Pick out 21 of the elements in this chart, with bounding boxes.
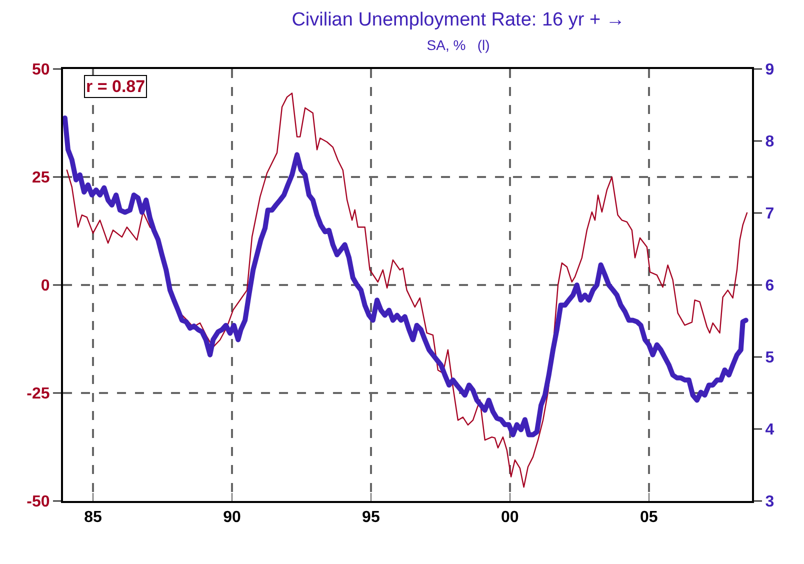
x-tick-label: 95 [362,509,380,526]
y2-tick-label: 6 [765,278,774,295]
y-tick-label: -25 [26,386,50,403]
x-tick-label: 05 [640,509,658,526]
y2-tick-label: 3 [765,494,774,511]
chart-title: Civilian Unemployment Rate: 16 yr + → [292,9,625,30]
y2-tick-label: 4 [765,422,774,439]
x-tick-label: 00 [501,509,519,526]
y-tick-label: 0 [40,278,50,295]
y2-tick-label: 8 [765,134,774,151]
y2-tick-label: 7 [765,206,774,223]
y2-tick-label: 9 [765,62,774,79]
y-tick-label: 25 [32,170,50,187]
y2-tick-label: 5 [765,350,774,367]
y-tick-label: -50 [26,494,50,511]
annotation: r = 0.87 [86,77,146,96]
chart-subtitle: SA, % (l) [426,37,490,54]
x-tick-label: 85 [84,509,102,526]
y-tick-label: 50 [32,62,50,79]
line-series [66,92,748,488]
x-tick-label: 90 [223,509,241,526]
